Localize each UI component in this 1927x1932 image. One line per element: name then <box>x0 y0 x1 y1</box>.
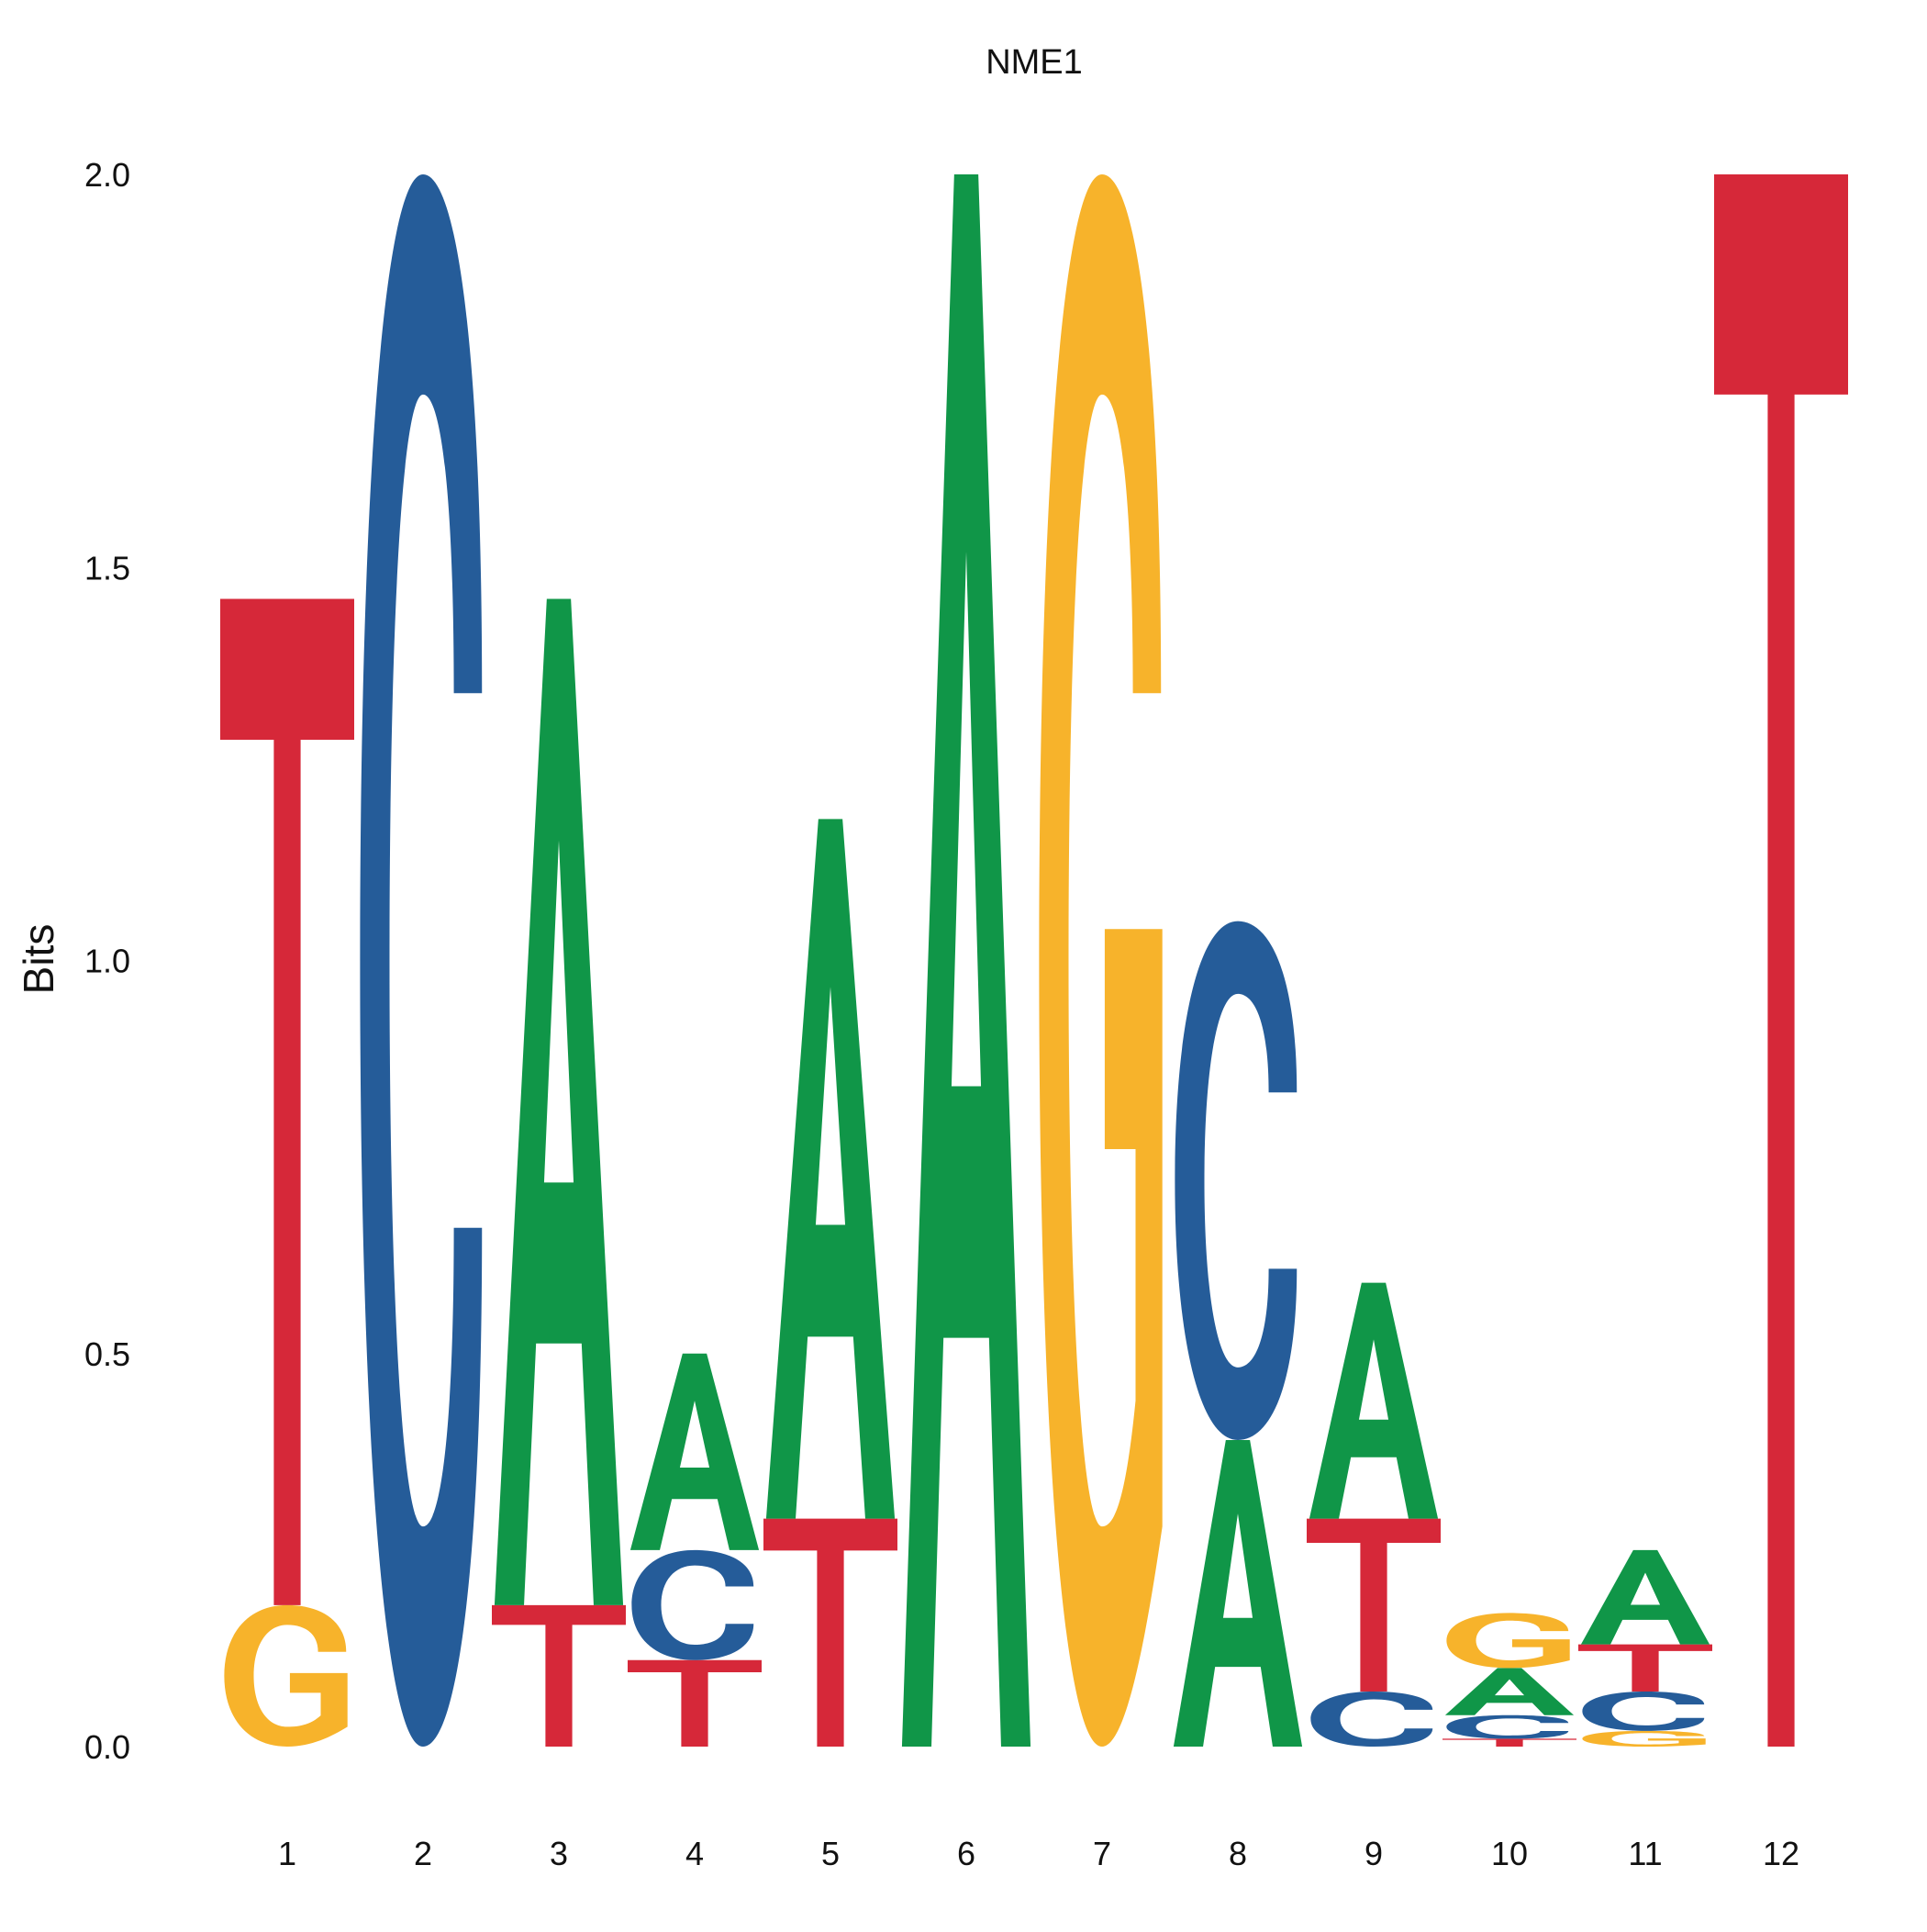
x-tick-label: 1 <box>278 1835 296 1872</box>
letter-t-glyph <box>220 598 354 1605</box>
x-tick-label: 9 <box>1364 1835 1383 1872</box>
x-tick-label: 4 <box>685 1835 704 1872</box>
chart-title: NME1 <box>986 43 1083 82</box>
letter-t-glyph <box>492 1604 626 1747</box>
logo-column <box>628 1353 762 1747</box>
letter-t-glyph <box>1442 1738 1576 1747</box>
x-tick-label: 12 <box>1763 1835 1799 1872</box>
letter-c-glyph <box>631 1549 754 1660</box>
x-tick-label: 11 <box>1628 1835 1662 1872</box>
letter-t-glyph <box>1714 174 1848 1747</box>
letter-t-glyph <box>1578 1644 1712 1692</box>
letter-c-glyph <box>1446 1714 1569 1739</box>
y-axis-ticks: 0.0 0.5 1.0 1.5 2.0 <box>84 156 130 1766</box>
logo-column <box>220 598 354 1747</box>
letter-a-glyph <box>1444 1668 1575 1715</box>
letter-a-glyph <box>629 1353 760 1550</box>
letter-t-glyph <box>628 1659 762 1747</box>
logo-column <box>901 174 1031 1747</box>
letter-g-glyph <box>1582 1730 1706 1747</box>
letter-a-glyph <box>1580 1549 1710 1645</box>
logo-column <box>1307 1282 1441 1747</box>
letter-a-glyph <box>1309 1282 1439 1519</box>
letter-a-glyph <box>765 819 896 1519</box>
y-tick-label: 0.5 <box>84 1335 130 1373</box>
logo-column <box>1442 1613 1576 1747</box>
x-tick-label: 2 <box>414 1835 432 1872</box>
logo-column <box>1039 174 1163 1747</box>
y-tick-label: 0.0 <box>84 1728 130 1766</box>
logo-column <box>360 174 483 1747</box>
logo-column <box>492 598 626 1747</box>
letter-a-glyph <box>901 174 1031 1747</box>
letter-c-glyph <box>1310 1692 1433 1747</box>
x-tick-label: 10 <box>1491 1835 1528 1872</box>
x-tick-label: 3 <box>550 1835 568 1872</box>
letter-a-glyph <box>494 598 624 1605</box>
logo-column <box>763 819 897 1747</box>
letter-c-glyph <box>1582 1692 1705 1731</box>
y-tick-label: 1.0 <box>84 943 130 980</box>
logo-column <box>1173 921 1303 1747</box>
letter-g-glyph <box>224 1604 348 1747</box>
logo-column <box>1578 1549 1712 1747</box>
letter-a-glyph <box>1173 1439 1303 1747</box>
letter-t-glyph <box>763 1518 897 1747</box>
y-tick-label: 2.0 <box>84 156 130 194</box>
letter-stacks <box>220 174 1848 1747</box>
letter-c-glyph <box>1175 921 1298 1440</box>
letter-g-glyph <box>1446 1613 1570 1669</box>
x-tick-label: 5 <box>821 1835 840 1872</box>
y-tick-label: 1.5 <box>84 549 130 586</box>
y-axis-label: Bits <box>15 924 62 995</box>
letter-c-glyph <box>360 174 483 1747</box>
letter-t-glyph <box>1307 1518 1441 1692</box>
letter-g-glyph <box>1039 174 1163 1747</box>
x-axis-ticks: 1 2 3 4 5 6 7 8 9 10 11 12 <box>278 1835 1799 1872</box>
logo-column <box>1714 174 1848 1747</box>
x-tick-label: 8 <box>1229 1835 1247 1872</box>
x-tick-label: 7 <box>1093 1835 1111 1872</box>
x-tick-label: 6 <box>957 1835 975 1872</box>
